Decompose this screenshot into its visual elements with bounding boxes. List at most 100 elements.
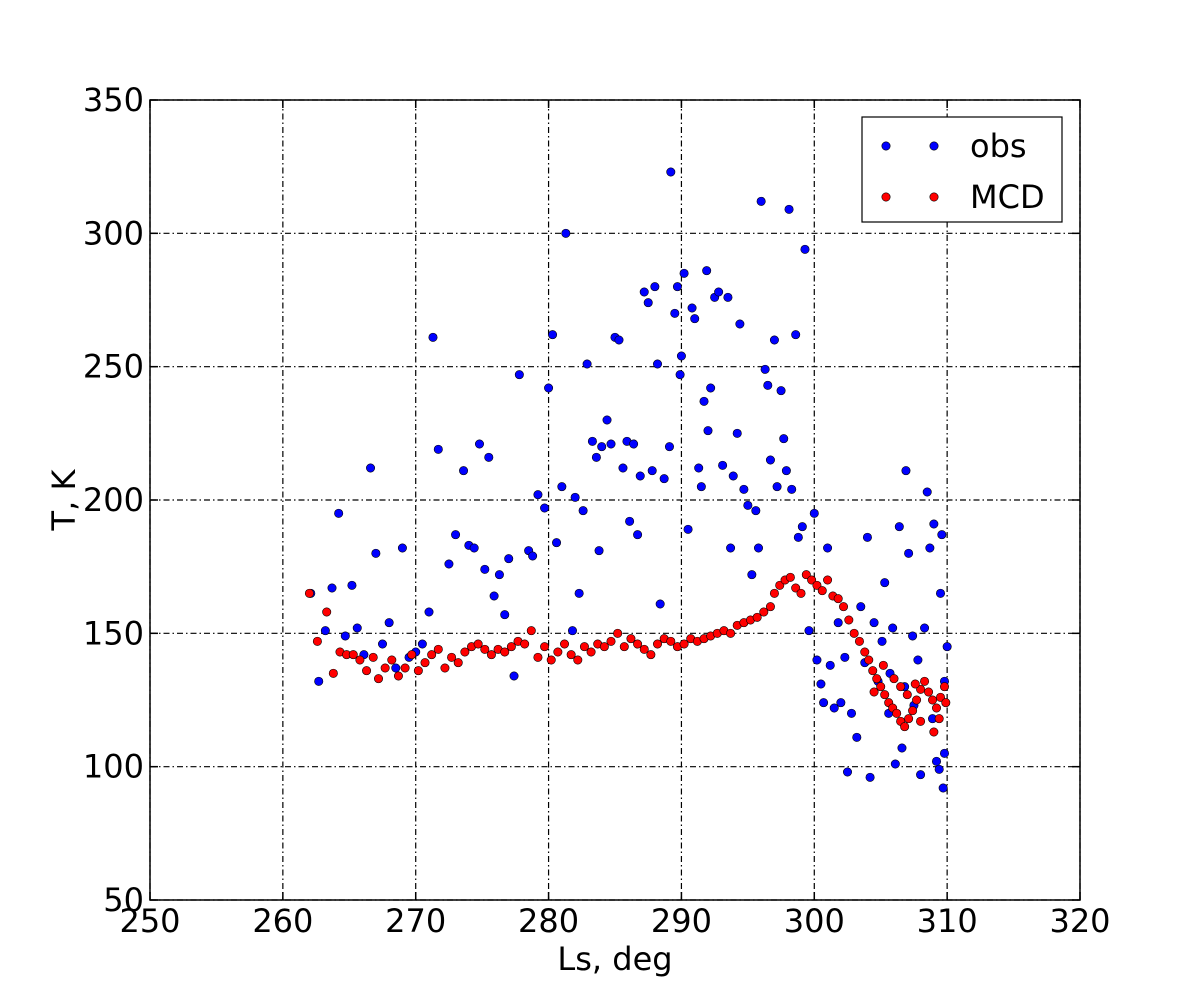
point: [486, 650, 496, 660]
point: [819, 698, 829, 708]
point: [560, 639, 570, 649]
point: [801, 570, 811, 580]
point: [480, 644, 490, 654]
point: [433, 644, 443, 654]
point: [756, 196, 766, 206]
x-tick-label: 280: [518, 902, 579, 940]
y-tick-label: 50: [103, 881, 144, 919]
point: [606, 439, 616, 449]
point: [916, 716, 926, 726]
point: [934, 764, 944, 774]
point: [639, 644, 649, 654]
point: [407, 650, 417, 660]
point: [509, 671, 519, 681]
point: [417, 639, 427, 649]
point: [459, 466, 469, 476]
point: [787, 484, 797, 494]
point: [676, 351, 686, 361]
point: [675, 370, 685, 380]
point: [769, 588, 779, 598]
point: [869, 618, 879, 628]
point: [679, 639, 689, 649]
ticks: 250 260 270 280 290 300 310 320 50 100 150 200 250 30…: [83, 81, 1111, 940]
point: [387, 655, 397, 665]
y-tick-label: 250: [83, 348, 144, 386]
point: [833, 594, 843, 604]
point: [769, 335, 779, 345]
point: [366, 463, 376, 473]
point: [489, 591, 499, 601]
point: [377, 639, 387, 649]
point: [453, 658, 463, 668]
point: [723, 292, 733, 302]
point: [925, 543, 935, 553]
point: [514, 370, 524, 380]
point: [444, 559, 454, 569]
point: [619, 642, 629, 652]
x-axis-label: Ls, deg: [557, 940, 672, 978]
x-tick-label: 310: [917, 902, 978, 940]
point: [797, 522, 807, 532]
point: [760, 364, 770, 374]
point: [625, 516, 635, 526]
point: [869, 687, 879, 697]
point: [772, 482, 782, 492]
point: [812, 655, 822, 665]
point: [312, 636, 322, 646]
point: [929, 727, 939, 737]
point: [659, 474, 669, 484]
point: [679, 268, 689, 278]
point: [664, 442, 674, 452]
point: [842, 767, 852, 777]
point: [939, 682, 949, 692]
x-tick-label: 320: [1049, 902, 1110, 940]
point: [546, 655, 556, 665]
point: [942, 642, 952, 652]
point: [739, 484, 749, 494]
point: [920, 676, 930, 686]
point: [500, 610, 510, 620]
point: [540, 642, 550, 652]
points: [304, 167, 952, 793]
point: [878, 660, 888, 670]
point: [904, 714, 914, 724]
point: [504, 554, 514, 564]
point: [614, 335, 624, 345]
point: [639, 287, 649, 297]
point: [520, 639, 530, 649]
point: [935, 588, 945, 598]
point: [304, 588, 314, 598]
point: [928, 695, 938, 705]
point: [702, 266, 712, 276]
point: [872, 674, 882, 684]
point: [759, 607, 769, 617]
point: [804, 626, 814, 636]
legend-marker: [929, 192, 939, 202]
point: [371, 548, 381, 558]
point: [784, 204, 794, 214]
point: [540, 503, 550, 513]
point: [765, 455, 775, 465]
point: [833, 618, 843, 628]
point: [812, 580, 822, 590]
point: [904, 548, 914, 558]
point: [506, 642, 516, 652]
point: [934, 714, 944, 724]
point: [494, 570, 504, 580]
point: [328, 668, 338, 678]
point: [779, 434, 789, 444]
point: [896, 682, 906, 692]
point: [912, 695, 922, 705]
point: [670, 308, 680, 318]
point: [480, 564, 490, 574]
point: [862, 532, 872, 542]
point: [320, 626, 330, 636]
point: [747, 570, 757, 580]
point: [726, 628, 736, 638]
point: [355, 655, 365, 665]
point: [447, 652, 457, 662]
point: [901, 466, 911, 476]
point: [726, 543, 736, 553]
point: [413, 666, 423, 676]
point: [765, 602, 775, 612]
